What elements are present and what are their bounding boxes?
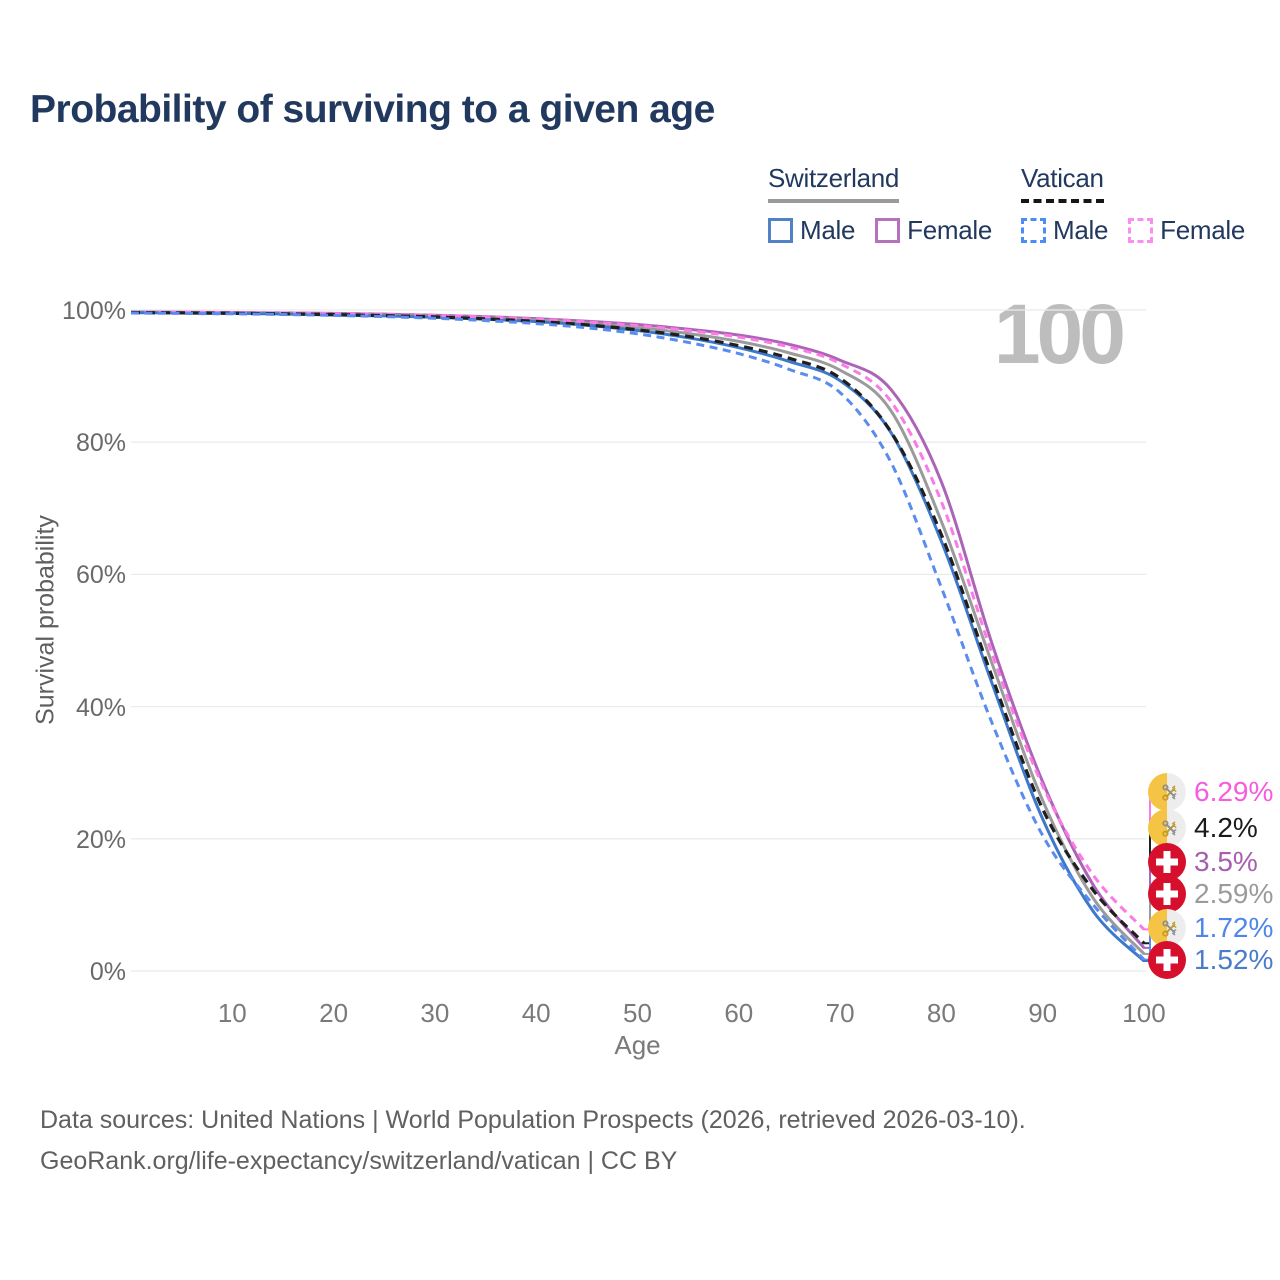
legend-item-switzerland-male[interactable]: Male	[768, 215, 855, 246]
end-label-value: 3.5%	[1194, 846, 1258, 877]
y-axis-tick: 40%	[75, 693, 126, 722]
end-label-switzerland-male: 1.52%	[1148, 941, 1273, 979]
series-line-vatican-both	[130, 310, 1146, 945]
legend-swatch-switzerland-female-icon	[875, 218, 901, 243]
y-axis-tick: 20%	[75, 825, 126, 854]
y-axis-tick: 100%	[62, 297, 126, 325]
crossed-keys-emblem	[1161, 919, 1176, 937]
x-axis-tick: 60	[724, 998, 754, 1028]
legend-item-label: Male	[1053, 215, 1109, 245]
legend-row-vatican: Male Female	[1021, 215, 1245, 246]
x-axis-tick: 10	[217, 998, 247, 1028]
legend-item-label: Female	[907, 215, 993, 245]
legend-item-vatican-female[interactable]: Female	[1128, 215, 1245, 246]
x-axis-tick: 40	[521, 998, 551, 1028]
legend-group-title-switzerland: Switzerland	[768, 163, 899, 203]
x-axis-tick: 90	[1028, 998, 1058, 1028]
source-line-2: GeoRank.org/life-expectancy/switzerland/…	[40, 1147, 678, 1175]
x-axis-tick: 80	[926, 998, 956, 1028]
end-label-value: 2.59%	[1194, 878, 1274, 909]
series-line-switzerland-female	[130, 310, 1146, 949]
end-label-value: 1.72%	[1194, 912, 1274, 943]
x-axis-tick: 20	[319, 998, 349, 1028]
vatican-flag-icon	[1148, 809, 1186, 847]
crossed-keys-emblem	[1161, 783, 1176, 801]
end-label-switzerland-both: 2.59%	[1148, 875, 1273, 913]
legend-group-switzerland: Switzerland Male Female	[768, 163, 992, 246]
legend-swatch-switzerland-male-icon	[768, 218, 793, 243]
age-counter-watermark: 100	[993, 287, 1126, 381]
end-label-value: 1.52%	[1194, 944, 1274, 975]
legend-group-title-vatican: Vatican	[1021, 163, 1104, 203]
legend-item-label: Male	[800, 215, 856, 245]
page-title: Probability of surviving to a given age	[30, 88, 715, 131]
legend-swatch-vatican-female-icon	[1128, 218, 1154, 243]
series-line-vatican-female	[130, 310, 1146, 931]
crossed-keys-emblem	[1161, 819, 1176, 837]
end-label-value: 6.29%	[1194, 776, 1274, 807]
x-axis-title: Age	[614, 1030, 661, 1060]
legend-item-switzerland-female[interactable]: Female	[875, 215, 992, 246]
legend-group-vatican: Vatican Male Female	[1021, 163, 1245, 246]
switzerland-flag-icon	[1148, 941, 1186, 979]
legend-swatch-vatican-male-icon	[1021, 218, 1046, 243]
x-axis-tick: 100	[1122, 998, 1166, 1028]
y-axis-tick: 0%	[89, 958, 126, 986]
x-axis-tick: 30	[420, 998, 450, 1028]
series-line-vatican-male	[130, 311, 1146, 961]
source-line-1: Data sources: United Nations | World Pop…	[40, 1106, 1026, 1134]
vatican-flag-icon	[1148, 773, 1186, 811]
end-label-vatican-both: 4.2%	[1148, 809, 1258, 847]
switzerland-flag-icon	[1148, 875, 1186, 913]
legend-item-vatican-male[interactable]: Male	[1021, 215, 1108, 246]
y-axis-tick: 60%	[75, 561, 126, 590]
y-axis-tick: 80%	[75, 429, 126, 458]
legend-item-label: Female	[1160, 215, 1246, 245]
series-line-switzerland-both	[130, 310, 1146, 955]
x-axis-tick: 50	[623, 998, 652, 1028]
end-label-value: 4.2%	[1194, 812, 1258, 843]
end-label-vatican-female: 6.29%	[1148, 773, 1273, 811]
legend-row-switzerland: Male Female	[768, 215, 992, 246]
series-line-switzerland-male	[130, 311, 1146, 963]
x-axis-tick: 70	[825, 998, 855, 1028]
